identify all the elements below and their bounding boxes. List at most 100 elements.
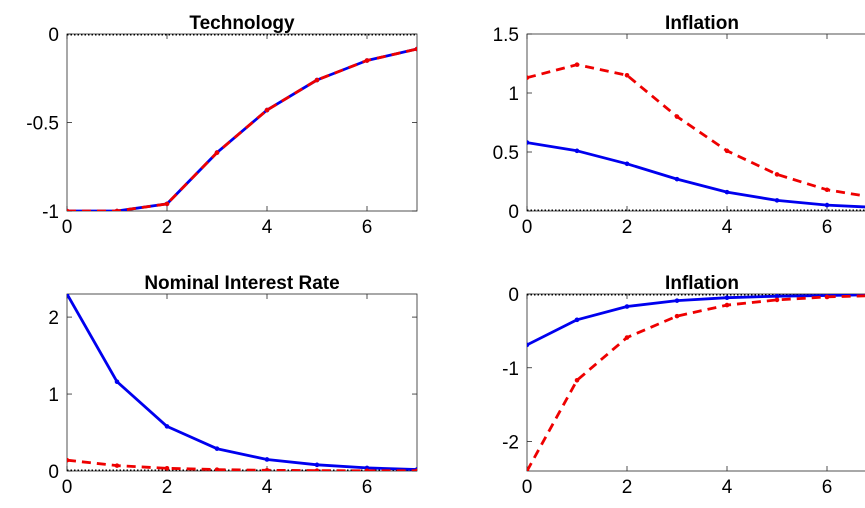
data-point-series-2 [164,201,170,207]
data-point-series-2 [67,208,70,211]
data-point-series-2 [774,297,780,303]
x-tick-label: 2 [162,477,173,498]
axes-box [66,293,418,472]
data-point-series-1 [774,294,780,299]
subplot-title: Nominal Interest Rate [144,273,339,294]
axes-box [526,293,865,472]
subplot-4: 0 2 4 6 -2 -1 0 Inflation [502,273,865,498]
x-tick-label: 6 [362,477,373,498]
x-tick-label: 2 [622,477,633,498]
data-point-series-2 [214,467,220,471]
y-tick-label: 0.5 [493,143,519,164]
subplot-title: Inflation [665,13,739,34]
x-tick-label: 2 [622,217,633,238]
y-tick-label: -1 [42,202,59,223]
data-point-series-2 [364,468,370,471]
data-point-series-1 [674,298,680,303]
data-point-series-2 [114,463,120,468]
data-point-series-1 [527,140,530,145]
data-point-series-2 [824,187,830,193]
data-point-series-2 [364,58,370,63]
series-line-2 [527,63,865,198]
data-point-series-1 [264,457,270,462]
x-tick-label: 4 [722,477,733,498]
data-point-series-1 [314,462,320,468]
x-tick-label: 0 [62,477,73,498]
data-point-series-1 [527,342,530,348]
x-tick-label: 4 [722,217,733,238]
subplot-title: Inflation [665,273,739,294]
data-point-series-2 [164,466,170,471]
data-point-series-2 [624,335,630,340]
series-line-1 [527,294,865,347]
data-point-series-2 [724,302,730,308]
series-group [67,294,417,471]
axes-box [526,33,865,212]
x-tick-label: 4 [262,477,273,498]
data-point-series-2 [264,468,270,471]
y-tick-label: 1 [508,84,519,105]
data-point-series-1 [114,379,120,385]
data-point-series-2 [674,313,680,319]
subplot-title: Technology [189,13,295,34]
data-point-series-1 [214,446,220,451]
data-point-series-1 [774,198,780,203]
x-tick-label: 0 [522,477,533,498]
series-line-1 [527,141,865,209]
data-point-series-1 [624,161,630,167]
data-point-series-2 [574,377,580,383]
data-point-series-1 [67,294,70,297]
y-tick-label: 0 [508,202,519,223]
x-tick-label: 6 [362,217,373,238]
data-point-series-1 [724,189,730,195]
series-line-1 [67,47,417,211]
x-tick-label: 0 [522,217,533,238]
series-line-2 [67,458,417,471]
data-point-series-2 [674,114,680,119]
data-point-series-1 [164,424,170,429]
x-tick-label: 0 [62,217,73,238]
data-point-series-2 [774,172,780,177]
series-group [527,62,865,211]
data-point-series-1 [824,202,830,208]
data-point-series-2 [824,294,830,300]
data-point-series-1 [574,317,580,323]
x-tick-label: 2 [162,217,173,238]
subplot-3: 0 2 4 6 0 1 2 Nominal Interest Rate [48,273,418,498]
data-point-series-1 [624,304,630,309]
series-line-1 [67,294,417,471]
series-line-2 [527,294,865,471]
data-point-series-2 [527,75,530,80]
series-group [67,34,417,211]
data-point-series-2 [724,148,730,154]
y-tick-label: -2 [502,433,519,454]
data-point-series-2 [314,468,320,471]
subplot-1: 0 2 4 6 -1 -0.5 0 Technology [26,13,418,238]
x-tick-label: 4 [262,217,273,238]
y-tick-label: 0 [48,462,59,483]
y-tick-label: 2 [48,308,59,329]
y-tick-label: 1 [48,385,59,406]
data-point-series-2 [264,107,270,113]
y-tick-label: 0 [48,25,59,46]
data-point-series-2 [527,468,530,471]
y-tick-label: -0.5 [26,114,59,135]
data-point-series-2 [314,77,320,83]
y-tick-label: -1 [502,359,519,380]
data-point-series-2 [624,73,630,78]
y-tick-label: 0 [508,285,519,306]
data-point-series-2 [114,208,120,211]
data-point-series-1 [674,176,680,182]
x-tick-label: 6 [822,477,833,498]
data-point-series-2 [214,150,220,155]
data-point-series-2 [414,468,417,471]
data-point-series-2 [574,62,580,67]
series-group [527,294,865,471]
data-point-series-1 [574,148,580,154]
subplot-2: 0 2 4 6 0 0.5 1 1.5 Inflation [493,13,865,238]
data-point-series-1 [724,295,730,300]
data-point-series-2 [67,457,70,463]
x-tick-label: 6 [822,217,833,238]
data-point-series-2 [414,46,417,52]
